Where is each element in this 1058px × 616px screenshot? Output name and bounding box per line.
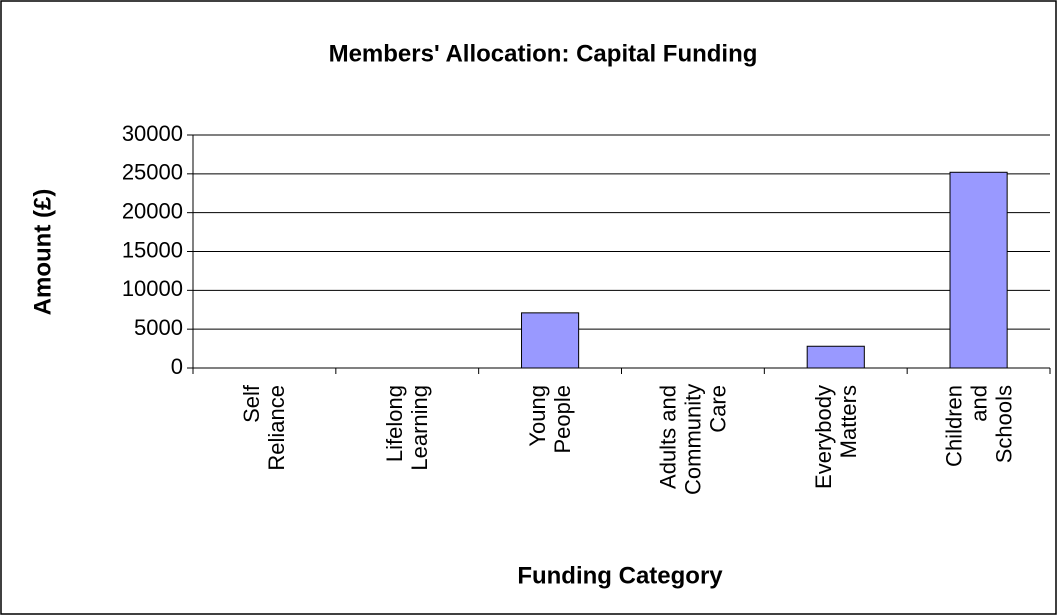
x-tick-label: Self Reliance (239, 385, 290, 471)
y-tick-label: 25000 (122, 160, 183, 185)
x-tick-label: Children and Schools (941, 385, 1017, 467)
bar (521, 312, 580, 369)
y-tick-label: 20000 (122, 198, 183, 223)
chart-title: Members' Allocation: Capital Funding (329, 40, 758, 67)
x-tick-label: Young People (525, 385, 576, 454)
y-tick-label: 10000 (122, 276, 183, 301)
bar (806, 345, 865, 369)
x-axis-label: Funding Category (517, 562, 723, 589)
y-axis-label: Amount (£) (29, 189, 56, 316)
bar (949, 171, 1008, 369)
y-tick-label: 15000 (122, 237, 183, 262)
x-tick-label: Adults and Community Care (655, 383, 731, 495)
y-tick-label: 5000 (134, 315, 183, 340)
y-tick-label: 30000 (122, 121, 183, 146)
x-tick-label: Lifelong Learning (382, 385, 433, 471)
x-tick-label: Everybody Matters (810, 385, 861, 489)
y-tick-label: 0 (171, 354, 183, 379)
